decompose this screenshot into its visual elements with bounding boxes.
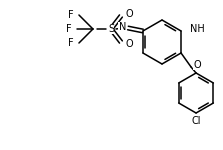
Text: N: N [119, 22, 126, 32]
Text: F: F [68, 10, 74, 20]
Text: O: O [126, 39, 134, 49]
Text: O: O [193, 60, 201, 70]
Text: O: O [126, 9, 134, 19]
Text: F: F [66, 24, 72, 34]
Text: S: S [108, 24, 114, 34]
Text: NH: NH [190, 24, 205, 34]
Text: Cl: Cl [191, 116, 201, 126]
Text: F: F [68, 38, 74, 48]
